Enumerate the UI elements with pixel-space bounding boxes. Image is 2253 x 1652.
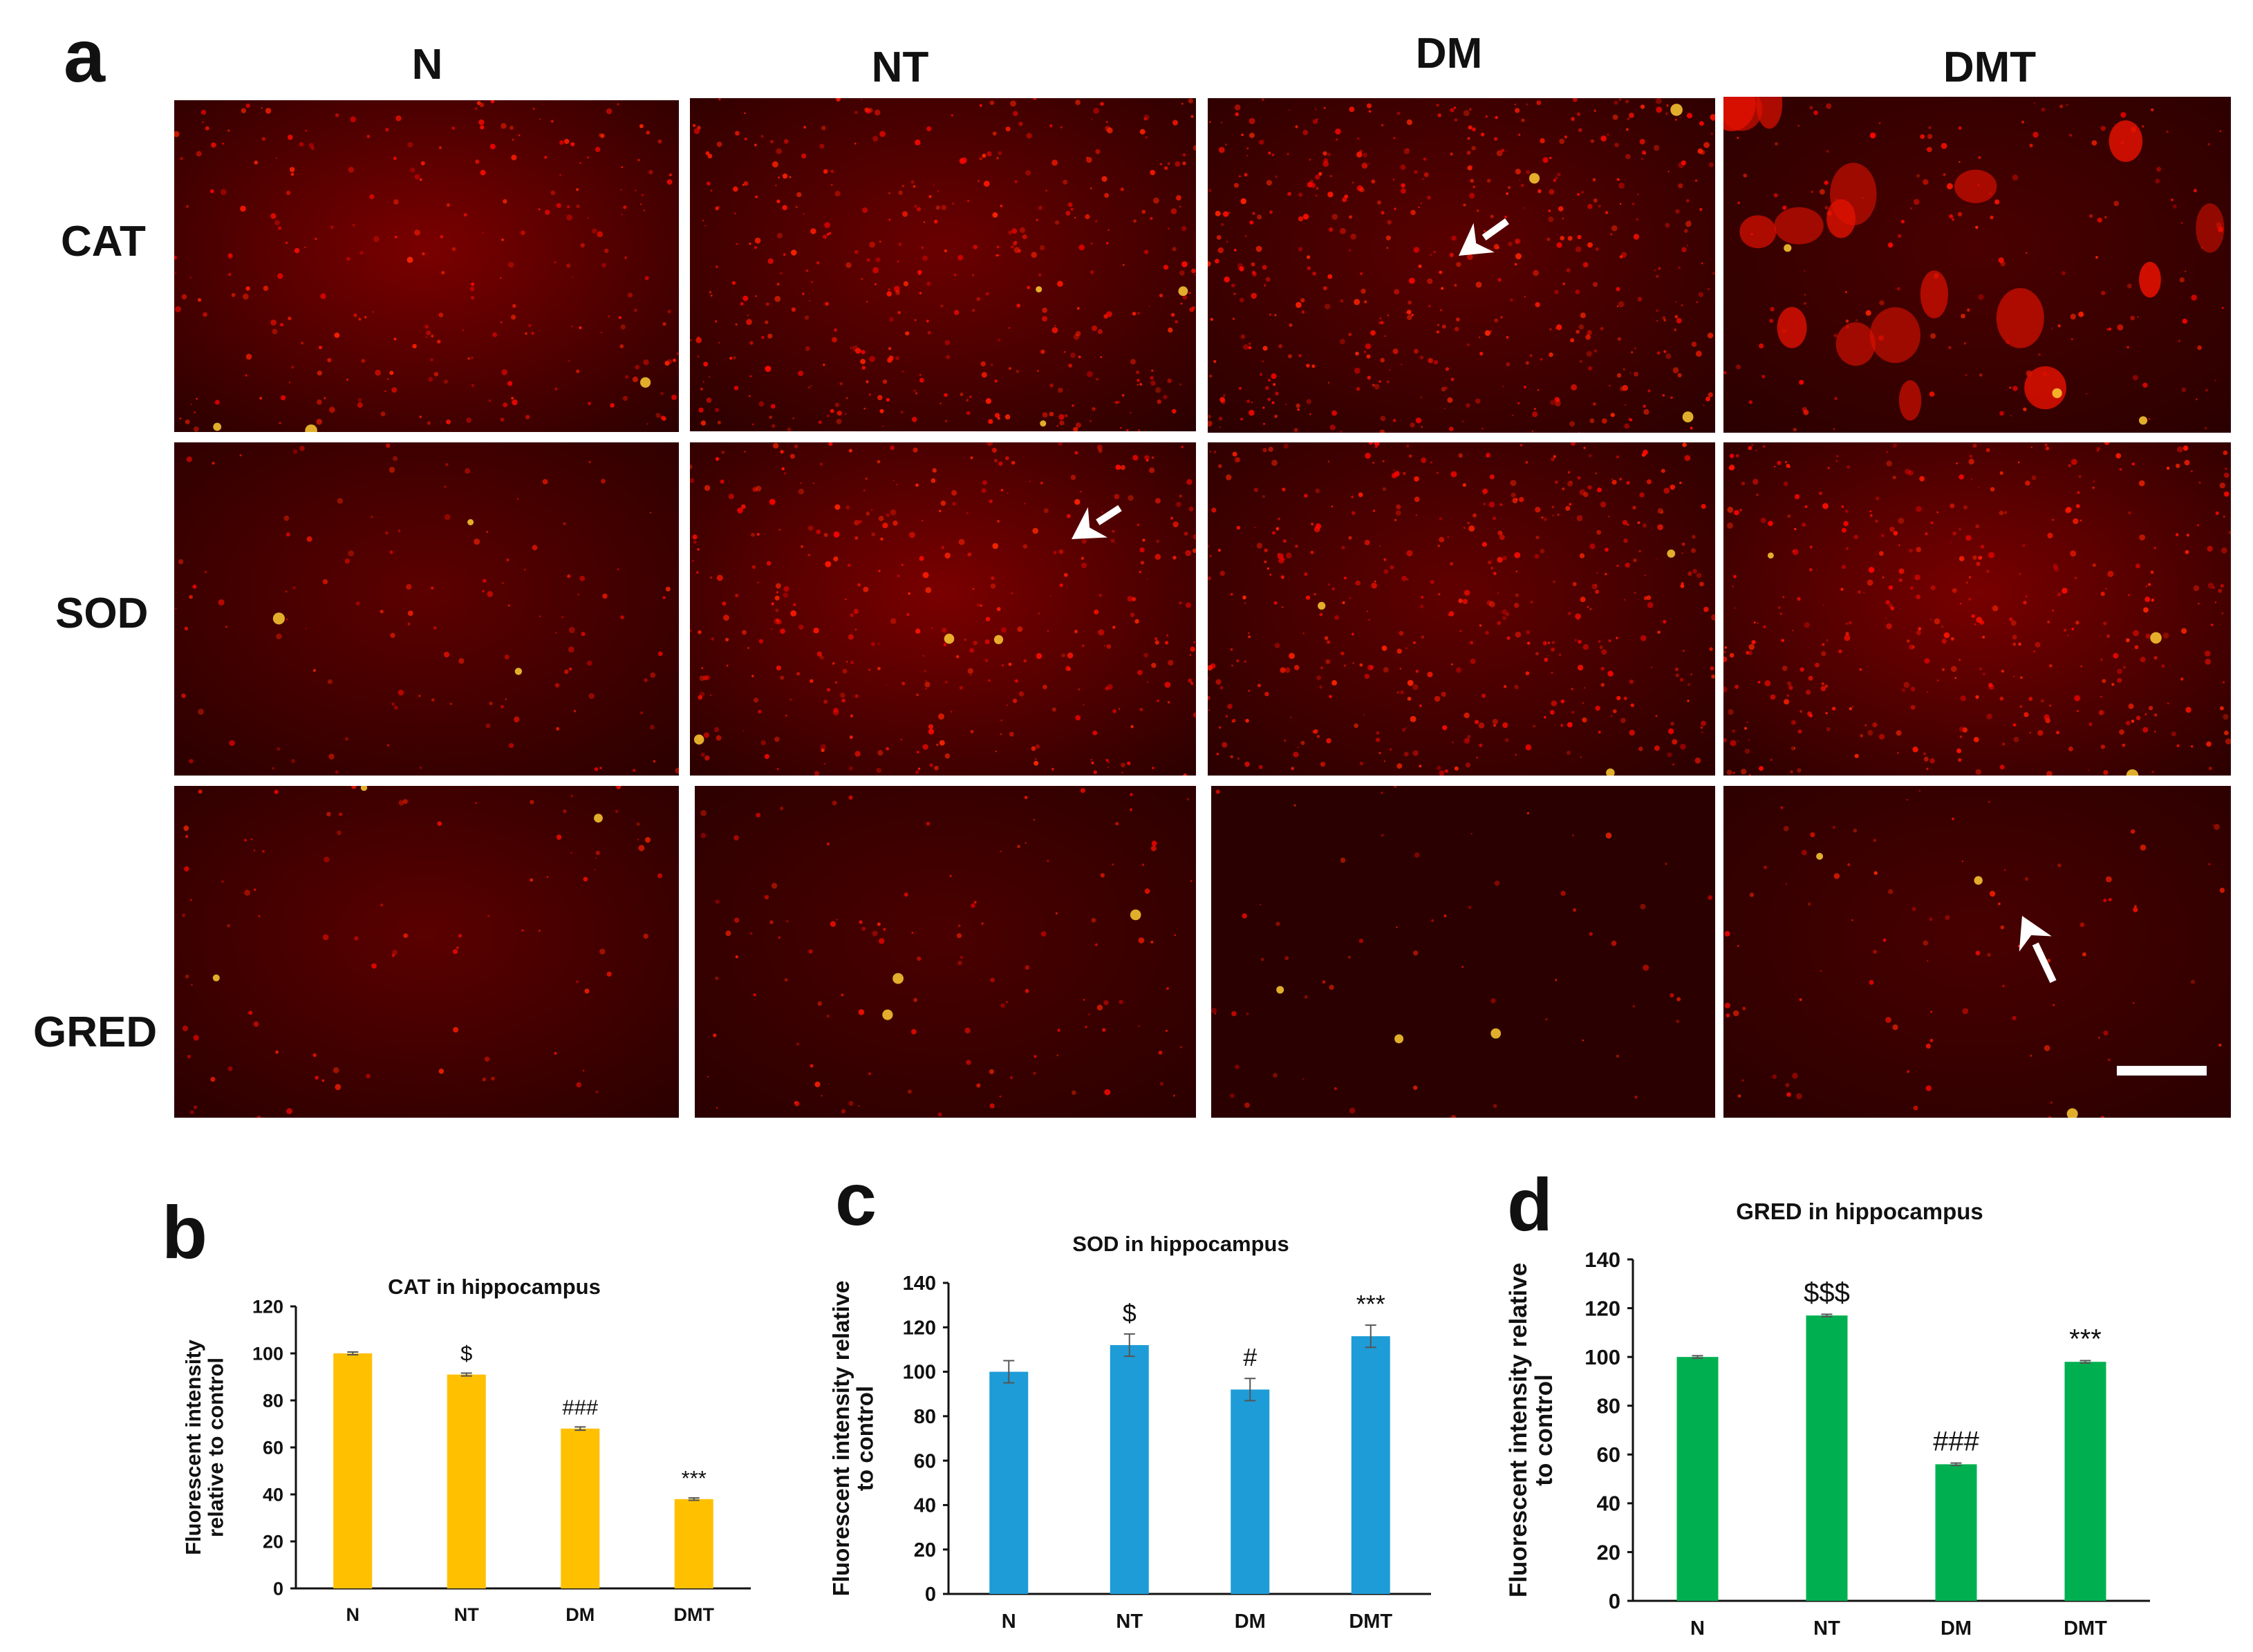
bar-dm bbox=[561, 1428, 600, 1588]
chart-title: CAT in hippocampus bbox=[388, 1275, 601, 1299]
significance-label: *** bbox=[682, 1466, 707, 1490]
significance-label: # bbox=[1243, 1343, 1257, 1371]
row-header-sod: SOD bbox=[55, 590, 149, 637]
column-header-n: N bbox=[411, 41, 443, 88]
y-tick-label: 0 bbox=[1609, 1589, 1620, 1613]
category-label: DM bbox=[565, 1604, 595, 1625]
y-tick-label: 20 bbox=[263, 1531, 283, 1552]
y-tick-label: 100 bbox=[252, 1343, 283, 1364]
y-tick-label: 0 bbox=[273, 1578, 283, 1599]
y-tick-label: 40 bbox=[1597, 1492, 1620, 1516]
y-tick-label: 100 bbox=[1584, 1345, 1620, 1369]
column-header-dm: DM bbox=[1415, 30, 1483, 77]
category-label: N bbox=[346, 1604, 360, 1625]
y-tick-label: 80 bbox=[263, 1390, 283, 1411]
micrograph-gred-dmt bbox=[1723, 786, 2231, 1118]
panel-a-letter: a bbox=[64, 14, 106, 97]
bar-n bbox=[1676, 1357, 1719, 1601]
y-axis-label: Fluorescent intensity relativeto control bbox=[1505, 1263, 1558, 1597]
category-label: NT bbox=[454, 1604, 479, 1625]
y-tick-label: 40 bbox=[914, 1495, 936, 1517]
micrograph-sod-dm bbox=[1208, 442, 1715, 776]
scale-bar bbox=[2117, 1066, 2207, 1076]
column-header-dmt: DMT bbox=[1943, 44, 2037, 91]
category-label: NT bbox=[1813, 1617, 1840, 1640]
bar-n bbox=[989, 1371, 1029, 1594]
significance-label: *** bbox=[2069, 1324, 2102, 1354]
significance-label: *** bbox=[1356, 1290, 1385, 1318]
micrograph-gred-n bbox=[174, 786, 679, 1118]
micrograph-cat-nt bbox=[690, 98, 1196, 431]
y-tick-label: 120 bbox=[252, 1296, 283, 1317]
y-axis-label: Fluorescent intensityrelative to control bbox=[181, 1339, 228, 1555]
bar-dmt bbox=[2064, 1362, 2106, 1601]
y-tick-label: 20 bbox=[914, 1539, 936, 1561]
micrograph-sod-dmt bbox=[1723, 442, 2231, 776]
micrograph-sod-nt bbox=[690, 442, 1196, 776]
micrograph-gred-dm bbox=[1211, 786, 1715, 1118]
category-label: N bbox=[1002, 1611, 1016, 1633]
panel-d-letter: d bbox=[1507, 1163, 1553, 1246]
micrograph-cat-dmt bbox=[1723, 97, 2231, 433]
panel-c-letter: c bbox=[835, 1157, 877, 1241]
category-label: DM bbox=[1235, 1611, 1266, 1633]
bar-dmt bbox=[674, 1499, 713, 1588]
y-tick-label: 120 bbox=[903, 1317, 936, 1339]
y-axis-label: Fluorescent intensity relativeto control bbox=[828, 1281, 878, 1597]
chart-title: SOD in hippocampus bbox=[1072, 1232, 1289, 1256]
y-tick-label: 120 bbox=[1584, 1296, 1620, 1320]
y-tick-label: 60 bbox=[914, 1450, 936, 1472]
micrograph-gred-nt bbox=[695, 786, 1196, 1118]
bar-n bbox=[333, 1353, 373, 1588]
significance-label: ### bbox=[1933, 1427, 1979, 1457]
y-tick-label: 140 bbox=[903, 1273, 936, 1295]
category-label: NT bbox=[1116, 1611, 1143, 1633]
category-label: N bbox=[1690, 1617, 1705, 1640]
significance-label: $$$ bbox=[1804, 1277, 1850, 1308]
category-label: DMT bbox=[674, 1604, 715, 1625]
y-tick-label: 60 bbox=[263, 1437, 283, 1458]
category-label: DM bbox=[1941, 1617, 1972, 1640]
bar-dm bbox=[1231, 1389, 1270, 1594]
y-tick-label: 80 bbox=[914, 1406, 936, 1428]
arrow-head-icon bbox=[1072, 507, 1107, 539]
category-label: DMT bbox=[1349, 1611, 1392, 1633]
column-header-nt: NT bbox=[871, 44, 929, 91]
significance-label: ### bbox=[562, 1395, 598, 1419]
y-tick-label: 20 bbox=[1597, 1540, 1620, 1564]
y-tick-label: 0 bbox=[925, 1584, 936, 1606]
micrograph-cat-n bbox=[174, 100, 679, 432]
arrow-shaft bbox=[1096, 505, 1122, 525]
y-tick-label: 100 bbox=[903, 1362, 936, 1384]
bar-nt bbox=[1110, 1345, 1149, 1594]
micrograph-sod-n bbox=[174, 442, 679, 776]
arrow-shaft bbox=[1481, 218, 1509, 241]
y-tick-label: 60 bbox=[1597, 1443, 1620, 1467]
micrograph-cat-dm bbox=[1208, 98, 1715, 433]
bar-dmt bbox=[1351, 1336, 1390, 1594]
row-header-cat: CAT bbox=[61, 218, 146, 265]
arrow-head-icon bbox=[2019, 916, 2052, 952]
y-tick-label: 40 bbox=[263, 1484, 283, 1505]
panel-b-letter: b bbox=[162, 1190, 207, 1274]
y-tick-label: 140 bbox=[1584, 1248, 1620, 1272]
significance-label: $ bbox=[460, 1342, 472, 1366]
bar-dm bbox=[1935, 1464, 1977, 1601]
significance-label: $ bbox=[1123, 1299, 1137, 1327]
bar-nt bbox=[1806, 1315, 1848, 1601]
arrow-shaft bbox=[2032, 942, 2057, 984]
row-header-gred: GRED bbox=[33, 1008, 158, 1056]
bar-nt bbox=[447, 1374, 486, 1588]
chart-title: GRED in hippocampus bbox=[1736, 1199, 1983, 1224]
y-tick-label: 80 bbox=[1597, 1394, 1620, 1418]
arrow-head-icon bbox=[1459, 223, 1495, 256]
category-label: DMT bbox=[2064, 1617, 2107, 1640]
